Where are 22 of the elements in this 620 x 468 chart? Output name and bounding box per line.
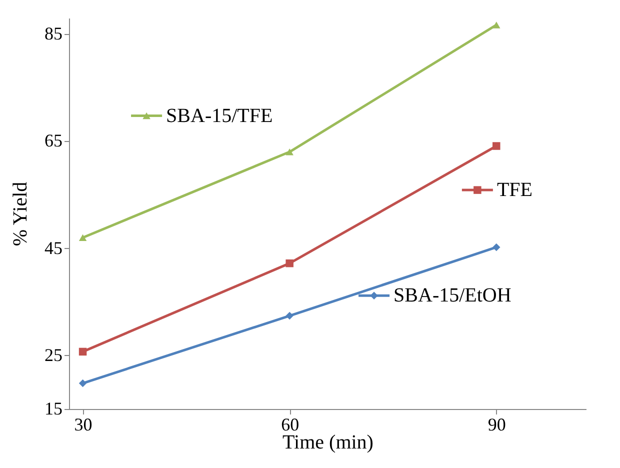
- point: [78, 234, 87, 241]
- y-tick-label: 25: [44, 344, 62, 365]
- y-tick-label: 85: [44, 24, 62, 44]
- y-axis-title: % Yield: [10, 182, 32, 246]
- point: [286, 259, 294, 268]
- x-axis-title: Time (min): [282, 432, 374, 454]
- legend-label: SBA-15/EtOH: [394, 284, 512, 307]
- y-tick-label: 45: [44, 238, 62, 258]
- y-tick-label: 65: [44, 130, 62, 151]
- legend-label: SBA-15/TFE: [166, 104, 273, 127]
- legend-label: TFE: [496, 179, 533, 202]
- point: [78, 348, 87, 356]
- point: [78, 379, 87, 388]
- x-tick-label: 90: [488, 414, 506, 434]
- point: [492, 243, 500, 252]
- y-tick-label: 15: [44, 398, 62, 418]
- point: [492, 142, 500, 150]
- x-tick-label: 60: [281, 414, 300, 434]
- point: [286, 148, 294, 156]
- x-tick-label: 30: [74, 414, 92, 434]
- point: [492, 22, 500, 28]
- point: [286, 312, 294, 320]
